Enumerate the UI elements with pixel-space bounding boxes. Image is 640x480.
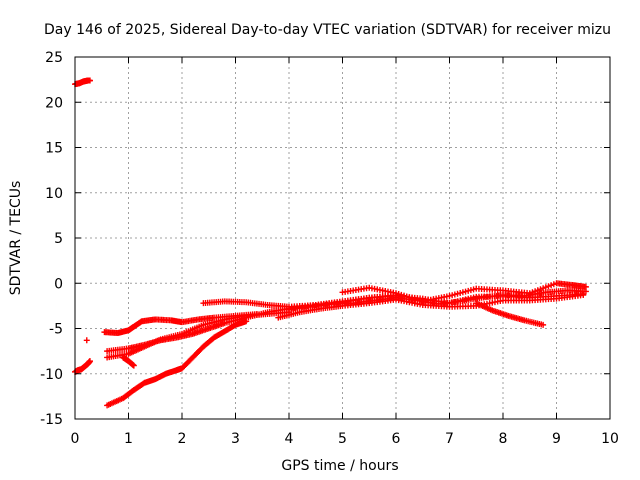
chart-title: Day 146 of 2025, Sidereal Day-to-day VTE… [44, 22, 611, 38]
data-point-plus [580, 292, 587, 299]
series-trace-h [339, 280, 589, 305]
grid-layer [75, 57, 610, 419]
data-point-plus [86, 358, 93, 365]
y-tick-label: 20 [45, 95, 63, 111]
x-tick-label: 2 [178, 431, 187, 447]
series-trace-isolated [83, 337, 90, 344]
data-point-plus [86, 77, 93, 84]
data-points-layer [72, 77, 589, 409]
y-axis-label: SDTVAR / TECUs [8, 181, 24, 296]
y-tick-label: 5 [54, 231, 63, 247]
y-tick-label: -5 [49, 322, 63, 338]
data-point-plus [130, 362, 137, 369]
y-tick-label: 25 [45, 50, 63, 66]
x-tick-label: 4 [285, 431, 294, 447]
tick-labels-layer: 0 1 2 3 4 5 6 7 8 9 10 -15 -10 -5 0 5 10 15 20 25 [40, 50, 619, 447]
x-axis-label: GPS time / hours [281, 458, 398, 474]
data-point-plus [582, 288, 589, 295]
data-point-plus [540, 321, 547, 328]
data-point-plus [243, 318, 250, 325]
series-trace-i [473, 300, 547, 328]
series-trace-e [120, 354, 137, 369]
data-point-plus [83, 337, 90, 344]
x-tick-label: 6 [392, 431, 401, 447]
y-tick-label: 15 [45, 141, 63, 157]
x-tick-label: 9 [552, 431, 561, 447]
x-tick-label: 3 [231, 431, 240, 447]
y-tick-label: -10 [40, 367, 63, 383]
y-tick-label: -15 [40, 412, 63, 428]
x-tick-label: 7 [445, 431, 454, 447]
series-trace-lower-early [72, 358, 93, 375]
y-tick-label: 10 [45, 186, 63, 202]
series-trace-j [286, 287, 589, 313]
y-tick-label: 0 [54, 276, 63, 292]
x-tick-label: 0 [71, 431, 80, 447]
x-tick-label: 8 [499, 431, 508, 447]
x-tick-label: 5 [338, 431, 347, 447]
x-tick-label: 1 [124, 431, 133, 447]
ticks-layer [74, 56, 611, 420]
series-trace-d [104, 318, 250, 409]
x-tick-label: 10 [601, 431, 619, 447]
